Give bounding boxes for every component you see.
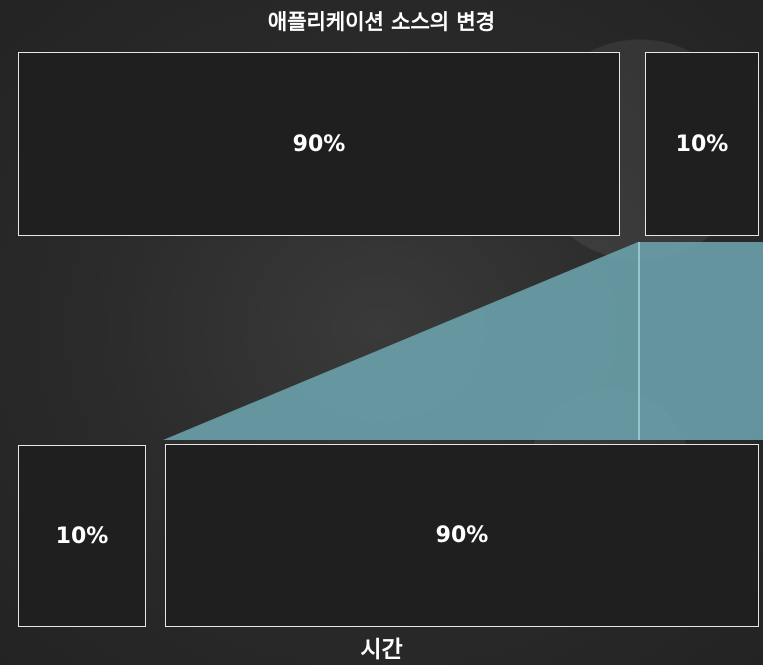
expansion-funnel-shape (163, 242, 763, 440)
bottom-large-block: 90% (165, 444, 759, 627)
diagram-title: 애플리케이션 소스의 변경 (267, 10, 496, 34)
top-small-block-label: 10% (675, 131, 729, 157)
bottom-large-block-label: 90% (435, 523, 489, 548)
time-label: 시간 (360, 637, 403, 663)
bottom-small-block: 10% (18, 445, 146, 627)
top-small-block: 10% (645, 52, 759, 236)
top-large-block-label: 90% (292, 131, 346, 157)
bottom-small-block-label: 10% (55, 523, 109, 549)
top-large-block: 90% (18, 52, 620, 236)
